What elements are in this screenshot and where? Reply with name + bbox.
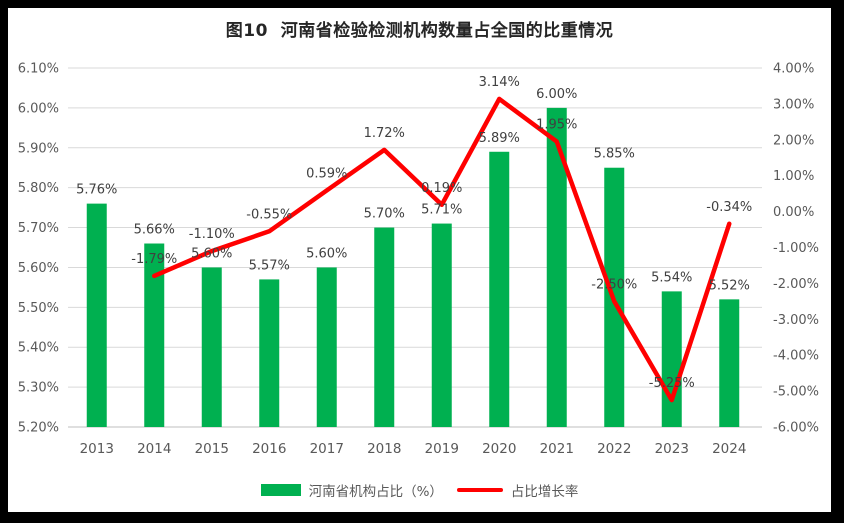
svg-text:2014: 2014 xyxy=(137,441,171,457)
svg-text:5.54%: 5.54% xyxy=(651,270,692,285)
svg-text:2020: 2020 xyxy=(482,441,516,457)
chart-title: 图10 河南省检验检测机构数量占全国的比重情况 xyxy=(225,21,614,41)
svg-text:5.66%: 5.66% xyxy=(134,223,175,238)
right-axis-labels: 4.00% 3.00% 2.00% 1.00% 0.00% -1.00% -2.00% -3.… xyxy=(773,62,819,436)
svg-text:2018: 2018 xyxy=(367,441,401,457)
svg-text:-1.10%: -1.10% xyxy=(189,227,235,242)
legend-label-bar-series: 河南省机构占比（%） xyxy=(308,484,443,500)
bar-2023 xyxy=(661,291,682,427)
line-data-labels: -1.79% -1.10% -0.55% 0.59% 1.72% 0.19% 3.14% 1.… xyxy=(131,75,752,391)
svg-text:5.90%: 5.90% xyxy=(18,141,59,156)
bar-series xyxy=(86,107,740,427)
svg-text:-5.25%: -5.25% xyxy=(649,376,695,391)
svg-text:5.70%: 5.70% xyxy=(364,207,405,222)
chart-canvas: 6.10% 6.00% 5.90% 5.80% 5.70% 5.60% 5.50% 5.40%… xyxy=(18,62,819,458)
bar-2015 xyxy=(201,267,222,427)
svg-text:2015: 2015 xyxy=(195,441,229,457)
svg-text:5.70%: 5.70% xyxy=(18,221,59,236)
svg-text:-1.00%: -1.00% xyxy=(773,241,819,256)
legend: 河南省机构占比（%） 占比增长率 xyxy=(8,480,831,500)
svg-text:-0.55%: -0.55% xyxy=(246,207,292,222)
svg-text:-5.00%: -5.00% xyxy=(773,385,819,400)
svg-text:5.60%: 5.60% xyxy=(306,246,347,261)
svg-text:2022: 2022 xyxy=(597,441,631,457)
svg-text:-4.00%: -4.00% xyxy=(773,349,819,364)
svg-text:2023: 2023 xyxy=(655,441,689,457)
svg-text:1.72%: 1.72% xyxy=(364,126,405,141)
svg-text:-0.34%: -0.34% xyxy=(706,200,752,215)
line-series xyxy=(152,96,732,403)
svg-text:4.00%: 4.00% xyxy=(773,62,814,77)
svg-text:2016: 2016 xyxy=(252,441,286,457)
svg-text:5.40%: 5.40% xyxy=(18,341,59,356)
svg-text:1.95%: 1.95% xyxy=(536,118,577,133)
bar-2018 xyxy=(374,227,395,427)
legend-label-line-series: 占比增长率 xyxy=(510,484,579,500)
left-axis-labels: 6.10% 6.00% 5.90% 5.80% 5.70% 5.60% 5.50% 5.40%… xyxy=(18,62,59,436)
svg-text:5.50%: 5.50% xyxy=(18,301,59,316)
svg-text:-2.00%: -2.00% xyxy=(773,277,819,292)
svg-text:3.14%: 3.14% xyxy=(479,75,520,90)
svg-text:-3.00%: -3.00% xyxy=(773,313,819,328)
chart-area: 图10 河南省检验检测机构数量占全国的比重情况 6.10% 6.00% 5.90% 5… xyxy=(8,8,831,512)
svg-text:3.00%: 3.00% xyxy=(773,97,814,112)
bar-data-labels: 5.76% 5.66% 5.60% 5.57% 5.60% 5.70% 5.71% 5.89%… xyxy=(76,87,750,293)
svg-text:2017: 2017 xyxy=(310,441,344,457)
svg-text:5.57%: 5.57% xyxy=(249,258,290,273)
svg-text:2024: 2024 xyxy=(712,441,746,457)
svg-text:5.76%: 5.76% xyxy=(76,183,117,198)
bar-2017 xyxy=(316,267,337,427)
svg-text:5.60%: 5.60% xyxy=(18,261,59,276)
svg-text:5.85%: 5.85% xyxy=(594,147,635,162)
svg-text:0.00%: 0.00% xyxy=(773,205,814,220)
svg-text:5.80%: 5.80% xyxy=(18,181,59,196)
bar-2013 xyxy=(86,203,107,427)
svg-text:6.10%: 6.10% xyxy=(18,62,59,77)
svg-text:6.00%: 6.00% xyxy=(18,101,59,116)
bar-2014 xyxy=(144,243,165,427)
bar-2024 xyxy=(719,299,740,427)
bar-series-swatch xyxy=(260,484,301,496)
gridlines xyxy=(68,67,762,428)
svg-text:2021: 2021 xyxy=(540,441,574,457)
svg-text:-2.50%: -2.50% xyxy=(591,277,637,292)
line-series-swatch xyxy=(456,487,503,493)
svg-text:2013: 2013 xyxy=(80,441,114,457)
bar-2020 xyxy=(489,151,510,427)
bar-2021 xyxy=(546,107,567,427)
bar-2019 xyxy=(431,223,452,427)
x-axis-labels: 2013 2014 2015 2016 2017 2018 2019 2020 2021 2022… xyxy=(80,441,747,457)
svg-text:5.20%: 5.20% xyxy=(18,421,59,436)
svg-text:5.60%: 5.60% xyxy=(191,246,232,261)
svg-text:6.00%: 6.00% xyxy=(536,87,577,102)
legend-item-line-series: 占比增长率 xyxy=(456,480,579,500)
svg-text:2.00%: 2.00% xyxy=(773,133,814,148)
legend-item-bar-series: 河南省机构占比（%） xyxy=(260,480,443,500)
bar-2016 xyxy=(259,279,280,427)
svg-text:0.19%: 0.19% xyxy=(421,181,462,196)
svg-text:5.89%: 5.89% xyxy=(479,131,520,146)
svg-text:5.71%: 5.71% xyxy=(421,203,462,218)
svg-text:1.00%: 1.00% xyxy=(773,169,814,184)
svg-text:-6.00%: -6.00% xyxy=(773,421,819,436)
svg-text:0.59%: 0.59% xyxy=(306,166,347,181)
svg-text:5.30%: 5.30% xyxy=(18,381,59,396)
svg-text:-1.79%: -1.79% xyxy=(131,252,177,267)
svg-text:2019: 2019 xyxy=(425,441,459,457)
svg-text:5.52%: 5.52% xyxy=(709,278,750,293)
